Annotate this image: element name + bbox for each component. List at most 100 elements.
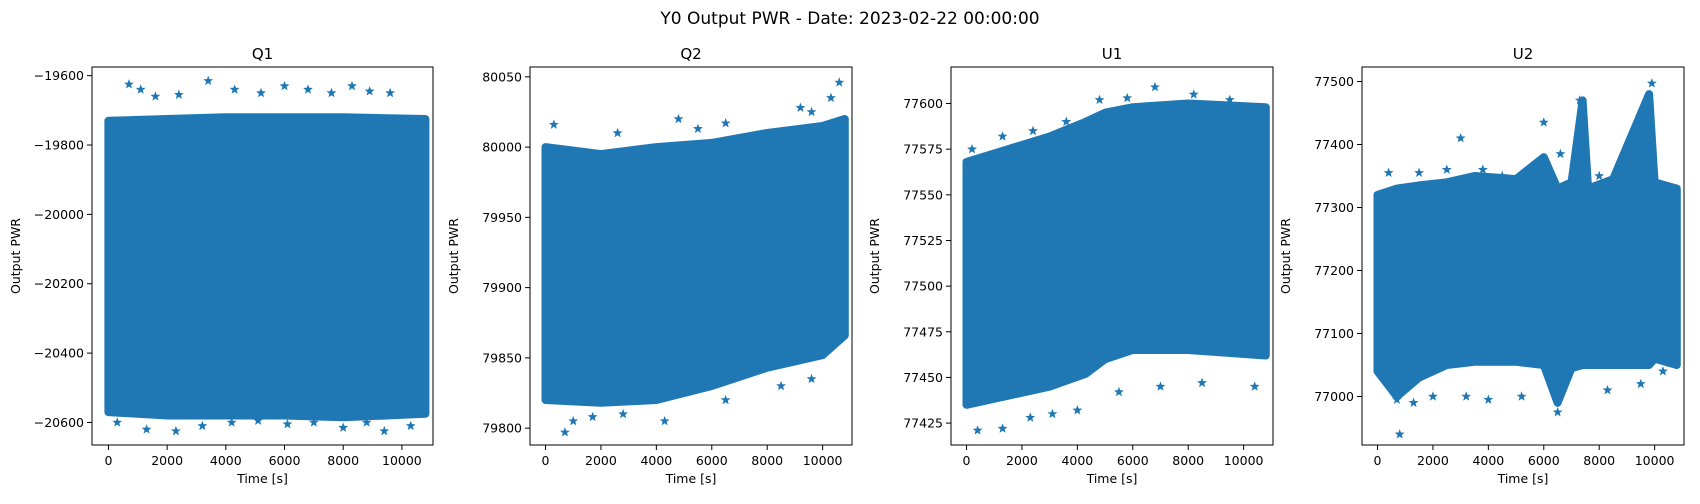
scatter-point bbox=[834, 77, 845, 87]
scatter-point bbox=[1483, 394, 1494, 404]
scatter-point bbox=[405, 420, 416, 431]
subplot-u1: 0 2000 4000 6000 8000 10000 77425 77450 77475 775… bbox=[867, 45, 1274, 486]
scatter-point bbox=[1047, 408, 1058, 419]
scatter-point bbox=[326, 87, 337, 98]
y-tick-label: 77500 bbox=[1314, 74, 1354, 89]
scatter-point bbox=[173, 89, 184, 99]
scatter-point bbox=[203, 75, 214, 86]
scatter-point bbox=[256, 87, 266, 98]
axes-frame bbox=[529, 66, 853, 446]
scatter-point bbox=[197, 420, 208, 431]
scatter-point bbox=[282, 418, 293, 429]
scatter-point bbox=[1427, 391, 1438, 401]
y-tick-label: −19600 bbox=[34, 68, 84, 83]
x-tick-label: 2000 bbox=[1006, 453, 1038, 468]
subplot-u2: 0 2000 4000 6000 8000 10000 77000 77100 77200 773… bbox=[1278, 45, 1685, 486]
scatter-point bbox=[1516, 391, 1527, 401]
scatter-point bbox=[385, 87, 396, 98]
scatter-point bbox=[1150, 81, 1160, 92]
x-tick-label: 2000 bbox=[1417, 453, 1449, 468]
scatter-point bbox=[338, 422, 349, 432]
y-axis-label: Output PWR bbox=[446, 218, 461, 294]
scatter-point bbox=[170, 425, 181, 436]
scatter-point bbox=[1635, 378, 1646, 389]
scatter-point bbox=[997, 131, 1008, 141]
y-tick-label: 77525 bbox=[903, 233, 943, 248]
scatter-point bbox=[1028, 125, 1038, 136]
x-tick-label: 6000 bbox=[269, 453, 301, 468]
x-tick-label: 6000 bbox=[696, 453, 728, 468]
y-tick-label: 79950 bbox=[482, 210, 522, 225]
scatter-point bbox=[806, 373, 817, 384]
axes-frame bbox=[1361, 66, 1685, 446]
y-tick-label: 77450 bbox=[903, 370, 943, 385]
scatter-point bbox=[720, 394, 731, 405]
scatter-point bbox=[1061, 116, 1072, 126]
scatter-point bbox=[673, 113, 684, 124]
x-tick-label: 10000 bbox=[382, 453, 422, 468]
scatter-point bbox=[967, 143, 978, 154]
scatter-point bbox=[303, 84, 313, 94]
scatter-point bbox=[1383, 167, 1394, 178]
scatter-point bbox=[825, 92, 836, 103]
y-tick-label: 77550 bbox=[903, 187, 943, 202]
subplot-grid: 0 2000 4000 6000 8000 10000 −20600 −20400 −20200… bbox=[8, 45, 1685, 486]
scatter-point bbox=[1477, 164, 1488, 174]
axes-frame bbox=[91, 66, 434, 446]
y-tick-label: 80050 bbox=[482, 69, 522, 84]
scatter-point bbox=[1630, 164, 1641, 174]
scatter-point bbox=[1646, 78, 1657, 88]
scatter-point bbox=[776, 380, 787, 391]
scatter-point bbox=[1094, 94, 1105, 105]
scatter-point bbox=[1197, 377, 1208, 388]
y-tick-label: 77575 bbox=[903, 142, 943, 157]
y-tick-label: 77100 bbox=[1314, 326, 1354, 341]
scatter-point bbox=[150, 91, 161, 101]
scatter-point bbox=[1155, 381, 1166, 391]
y-tick-label: 77425 bbox=[903, 416, 943, 431]
scatter-point bbox=[141, 424, 152, 434]
x-tick-label: 8000 bbox=[751, 453, 783, 468]
subplot-title: Q1 bbox=[252, 45, 273, 63]
scatter-point bbox=[997, 423, 1008, 433]
x-tick-label: 0 bbox=[1374, 453, 1382, 468]
x-tick-label: 10000 bbox=[1635, 453, 1675, 468]
y-tick-label: −20200 bbox=[34, 276, 84, 291]
subplot-title: Q2 bbox=[680, 45, 701, 63]
scatter-point bbox=[1188, 89, 1199, 99]
y-tick-label: 77000 bbox=[1314, 389, 1354, 404]
scatter-dense-band bbox=[1373, 90, 1681, 407]
scatter-point bbox=[229, 84, 240, 94]
subplot-title: U2 bbox=[1513, 45, 1534, 63]
scatter-point bbox=[1441, 164, 1452, 174]
scatter-point bbox=[135, 84, 146, 94]
x-axis-label: Time [s] bbox=[236, 471, 288, 486]
scatter-dense-band bbox=[104, 113, 430, 422]
y-tick-label: 77400 bbox=[1314, 137, 1354, 152]
y-tick-label: −20000 bbox=[34, 207, 84, 222]
scatter-point bbox=[1414, 167, 1425, 178]
scatter-point bbox=[568, 415, 579, 426]
scatter-point bbox=[1538, 117, 1549, 127]
scatter-point bbox=[379, 425, 390, 436]
y-tick-label: 79850 bbox=[482, 350, 522, 365]
y-axis-label: Output PWR bbox=[8, 218, 23, 294]
x-tick-label: 8000 bbox=[1172, 453, 1204, 468]
x-tick-label: 10000 bbox=[1224, 453, 1264, 468]
x-tick-label: 4000 bbox=[1061, 453, 1093, 468]
x-axis-label: Time [s] bbox=[1086, 471, 1138, 486]
x-tick-label: 4000 bbox=[1472, 453, 1504, 468]
scatter-point bbox=[1594, 170, 1605, 181]
scatter-point bbox=[1072, 405, 1083, 415]
scatter-point bbox=[1249, 381, 1260, 391]
y-tick-label: −20400 bbox=[34, 346, 84, 361]
scatter-point bbox=[559, 427, 570, 437]
y-tick-label: −19800 bbox=[34, 138, 84, 153]
scatter-point bbox=[548, 119, 559, 129]
y-tick-label: 77475 bbox=[903, 324, 943, 339]
scatter-dense-band bbox=[541, 115, 849, 407]
scatter-point bbox=[1025, 412, 1036, 422]
x-tick-label: 10000 bbox=[803, 453, 843, 468]
scatter-point bbox=[1461, 391, 1472, 401]
